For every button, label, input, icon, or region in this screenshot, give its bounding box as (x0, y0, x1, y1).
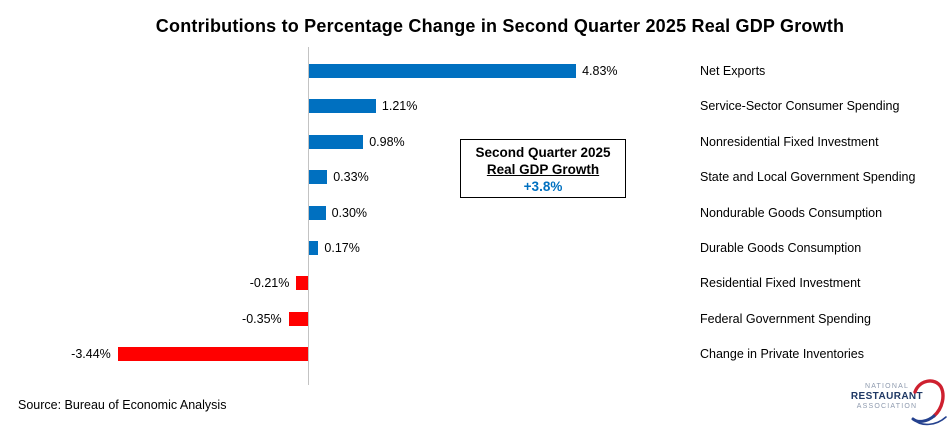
bar-3 (309, 134, 364, 149)
gdp-growth-callout: Second Quarter 2025 Real GDP Growth +3.8… (460, 139, 626, 198)
category-label-4: State and Local Government Spending (700, 170, 916, 185)
callout-metric-label: Real GDP Growth (486, 162, 600, 177)
category-label-3: Nonresidential Fixed Investment (700, 134, 879, 149)
bar-9 (117, 347, 308, 362)
bar-5 (309, 205, 326, 220)
value-label-3: 0.98% (369, 134, 405, 149)
national-restaurant-association-logo: NATIONAL RESTAURANT ASSOCIATION (846, 377, 947, 427)
value-label-2: 1.21% (381, 99, 418, 114)
category-label-8: Federal Government Spending (700, 311, 871, 326)
category-label-5: Nondurable Goods Consumption (700, 205, 883, 220)
bar-8 (288, 311, 308, 326)
value-label-5: 0.30% (331, 205, 368, 220)
bar-1 (309, 64, 577, 78)
bar-4 (309, 170, 328, 185)
logo-association-text: ASSOCIATION (856, 402, 918, 410)
category-label-6: Durable Goods Consumption (700, 241, 862, 255)
callout-value: +3.8% (523, 179, 563, 194)
value-label-1: 4.83% (582, 64, 618, 78)
callout-quarter-label: Second Quarter 2025 (475, 145, 611, 160)
bar-6 (309, 241, 319, 255)
logo-national-text: NATIONAL (864, 383, 910, 390)
category-label-2: Service-Sector Consumer Spending (700, 99, 900, 114)
source-note: Source: Bureau of Economic Analysis (18, 398, 227, 412)
value-label-6: 0.17% (324, 241, 360, 255)
logo-swoosh-icon (911, 379, 947, 426)
value-label-8: -0.35% (242, 311, 282, 326)
bar-7 (296, 276, 308, 291)
zero-axis-line (308, 47, 309, 385)
category-label-1: Net Exports (700, 64, 766, 78)
value-label-4: 0.33% (333, 170, 369, 185)
category-label-9: Change in Private Inventories (700, 347, 864, 362)
chart-title: Contributions to Percentage Change in Se… (155, 16, 845, 36)
value-label-9: -3.44% (71, 347, 111, 362)
category-label-7: Residential Fixed Investment (700, 276, 861, 291)
value-label-7: -0.21% (249, 276, 290, 291)
bar-2 (309, 99, 376, 114)
logo-restaurant-text: RESTAURANT (850, 391, 924, 403)
